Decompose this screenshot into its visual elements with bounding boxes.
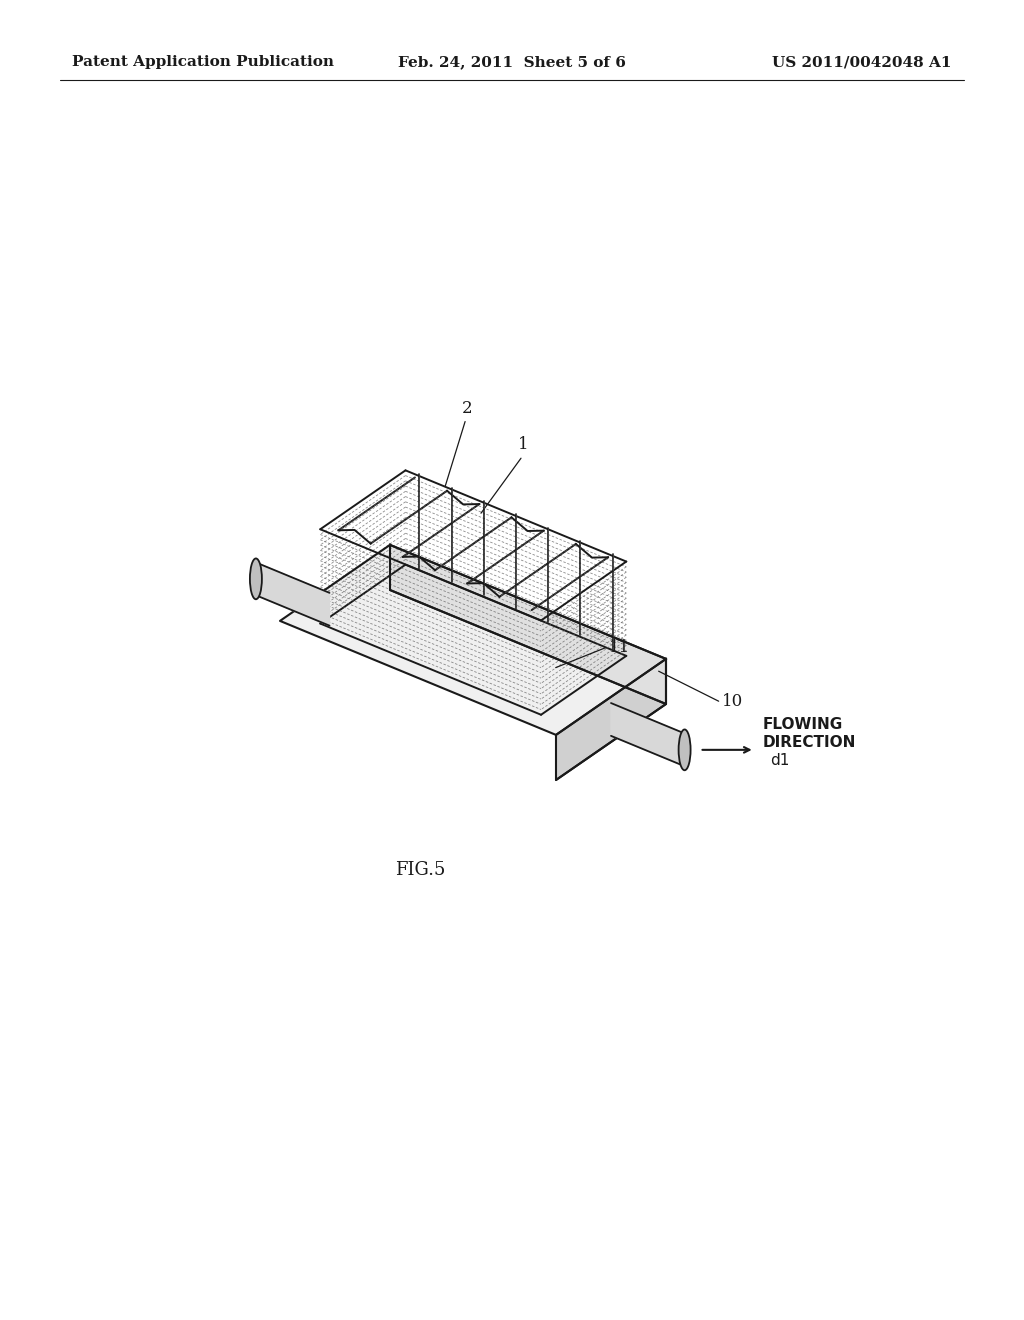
Polygon shape	[556, 659, 666, 780]
Ellipse shape	[679, 730, 690, 771]
Polygon shape	[390, 545, 666, 704]
Text: 10: 10	[722, 693, 742, 710]
Polygon shape	[611, 704, 685, 766]
Text: 11: 11	[608, 639, 630, 656]
Polygon shape	[256, 562, 330, 626]
Text: 1: 1	[518, 436, 528, 453]
Text: FIG.5: FIG.5	[395, 861, 445, 879]
Text: Feb. 24, 2011  Sheet 5 of 6: Feb. 24, 2011 Sheet 5 of 6	[398, 55, 626, 69]
Ellipse shape	[250, 558, 262, 599]
Text: DIRECTION: DIRECTION	[763, 735, 856, 750]
Text: d1: d1	[771, 754, 790, 768]
Text: 2: 2	[462, 400, 472, 417]
Text: Patent Application Publication: Patent Application Publication	[72, 55, 334, 69]
Text: FLOWING: FLOWING	[763, 717, 843, 733]
Polygon shape	[280, 545, 666, 735]
Text: US 2011/0042048 A1: US 2011/0042048 A1	[772, 55, 952, 69]
